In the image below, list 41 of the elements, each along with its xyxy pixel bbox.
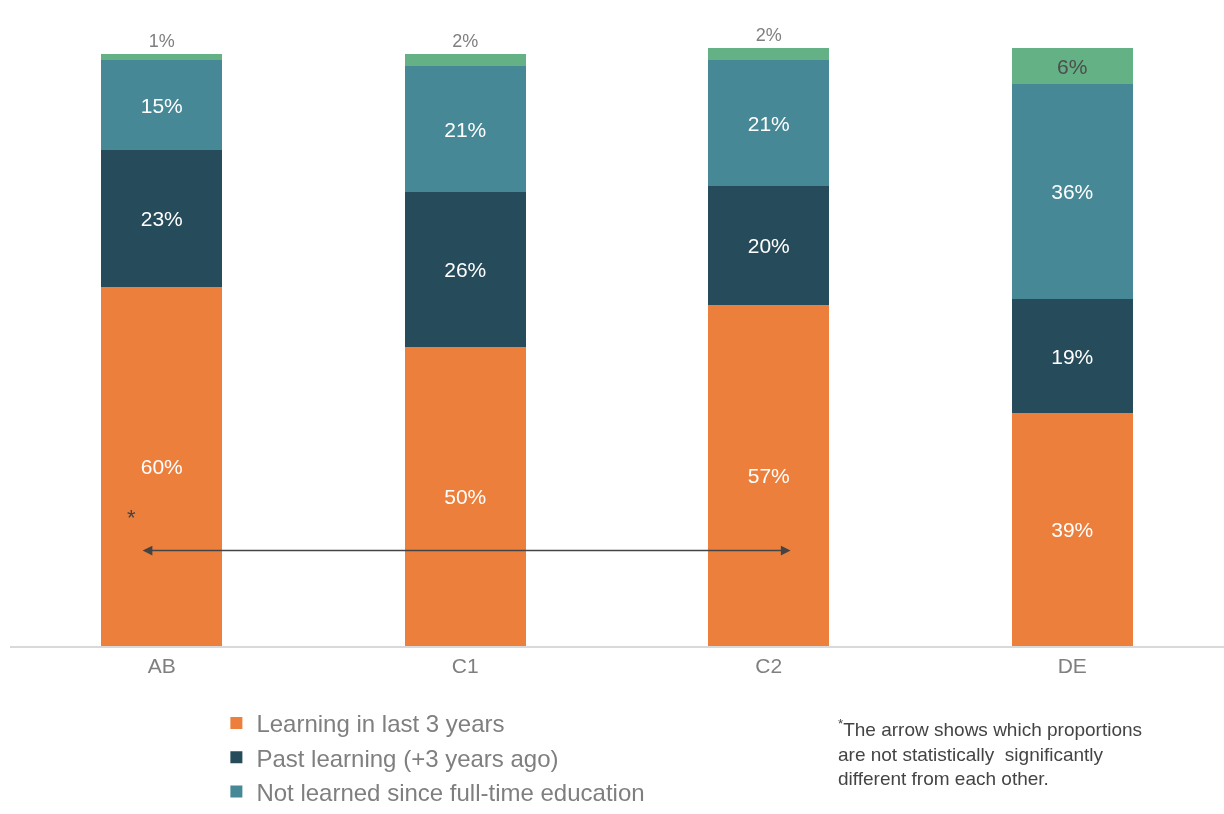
annotation: * [127, 505, 136, 530]
bar [404, 191, 526, 348]
x-tick-label: C1 [451, 653, 479, 677]
legend-label: Past learning (+3 years ago) [256, 744, 559, 772]
data-label: 50% [444, 485, 487, 509]
bar [708, 48, 830, 61]
bar [1011, 48, 1133, 85]
data-label: 1% [148, 31, 175, 52]
data-label: 2% [755, 25, 782, 46]
data-label: 39% [1051, 517, 1094, 541]
x-tick-label: C2 [755, 653, 783, 677]
bar [708, 305, 830, 646]
bar [101, 150, 223, 288]
bar [1011, 412, 1133, 646]
legend-label: Learning in last 3 years [256, 710, 505, 738]
bar [708, 185, 830, 306]
x-tick-label: DE [1057, 653, 1087, 677]
data-label: 19% [1051, 344, 1094, 368]
x-tick-label: AB [147, 653, 176, 677]
data-label: 57% [747, 464, 790, 488]
bar [404, 54, 526, 67]
data-label: 23% [140, 207, 183, 231]
data-label: 60% [140, 455, 183, 479]
bar [404, 66, 526, 192]
bar [1011, 84, 1133, 300]
data-label: 6% [1057, 54, 1088, 78]
bar [1011, 299, 1133, 413]
data-label: 2% [452, 31, 479, 52]
bar [101, 60, 223, 151]
data-label: 36% [1051, 180, 1094, 204]
data-label: 26% [444, 258, 487, 282]
bar [101, 287, 223, 646]
bar [404, 347, 526, 646]
bar [101, 54, 223, 61]
bar [708, 60, 830, 186]
data-label: 20% [747, 234, 790, 258]
text: $^{*}$The arrow shows which proportions are not statistically significantly different from each other. [838, 716, 1143, 790]
data-label: 21% [444, 117, 487, 141]
data-label: 15% [140, 93, 183, 117]
legend-label: Not learned since full-time education [256, 778, 645, 806]
data-label: 21% [747, 111, 790, 135]
